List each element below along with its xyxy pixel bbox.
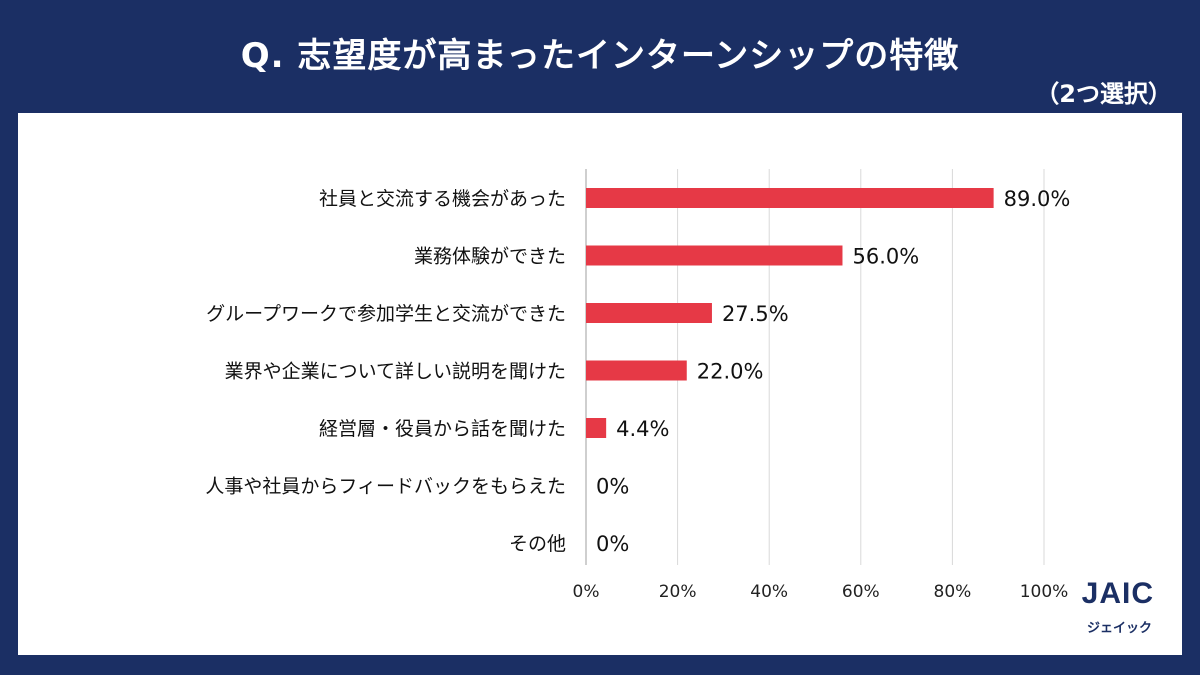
- data-label: 0%: [596, 475, 629, 499]
- bar-chart: 0% 20% 40% 60% 80% 100% 社員と交流する機会があった 89.0% 業務体験…: [205, 169, 1071, 602]
- category-label: その他: [509, 533, 566, 555]
- bar: [586, 245, 843, 266]
- category-label: 業務体験ができた: [414, 246, 566, 268]
- x-tick-label: 20%: [659, 582, 697, 602]
- data-label: 0%: [596, 532, 629, 556]
- category-label: 人事や社員からフィードバックをもらえた: [205, 476, 566, 498]
- x-tick-label: 100%: [1020, 582, 1069, 602]
- x-tick-label: 40%: [750, 582, 788, 602]
- chart-title: Q. 志望度が高まったインターンシップの特徴: [240, 36, 960, 76]
- logo-subtext: ジェイック: [1086, 621, 1152, 636]
- jaic-logo: JAIC ジェイック: [1054, 577, 1154, 637]
- data-label: 4.4%: [616, 417, 669, 441]
- x-tick-label: 0%: [573, 582, 600, 602]
- bar: [586, 418, 607, 438]
- bar: [586, 360, 687, 381]
- data-label: 27.5%: [722, 302, 789, 326]
- x-tick-label: 80%: [934, 582, 972, 602]
- data-label: 56.0%: [852, 245, 919, 269]
- data-label: 89.0%: [1004, 187, 1071, 211]
- logo-text: JAIC: [1081, 577, 1154, 610]
- category-label: 業界や企業について詳しい説明を聞けた: [225, 361, 566, 383]
- chart-subtitle: （2つ選択）: [1035, 80, 1172, 108]
- category-label: グループワークで参加学生と交流ができた: [206, 303, 566, 325]
- chart-panel: 0% 20% 40% 60% 80% 100% 社員と交流する機会があった 89.0% 業務体験…: [18, 113, 1182, 655]
- data-label: 22.0%: [697, 360, 764, 384]
- category-label: 経営層・役員から話を聞けた: [319, 418, 566, 440]
- x-tick-label: 60%: [842, 582, 880, 602]
- bar: [586, 188, 994, 208]
- category-label: 社員と交流する機会があった: [319, 188, 566, 210]
- bar: [586, 303, 712, 323]
